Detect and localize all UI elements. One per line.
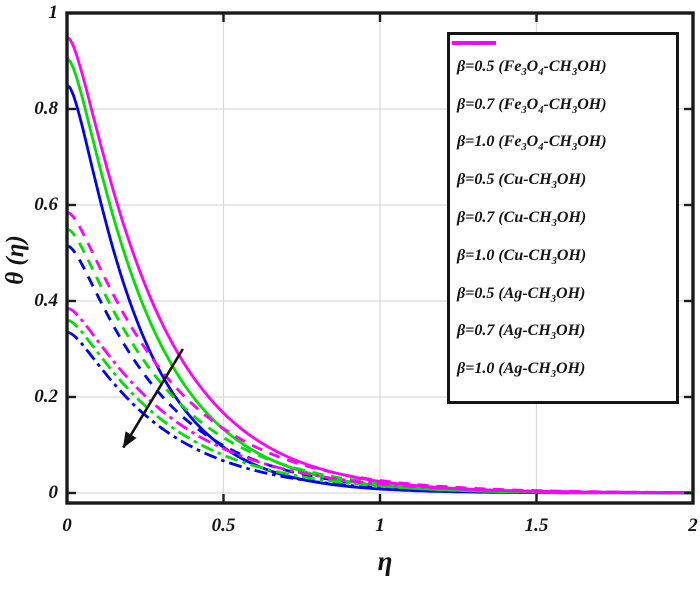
legend-item-cu-beta10: β=1.0 (Cu-CH3OH)	[452, 41, 674, 267]
legend-item-label: β=1.0 (Fe3O4-CH3OH)	[457, 133, 607, 154]
legend-item-cu-beta05: β=0.5 (Cu-CH3OH)	[452, 41, 674, 192]
legend-item-label: β=0.5 (Fe3O4-CH3OH)	[457, 57, 607, 78]
legend-item-fe3o4-beta10: β=1.0 (Fe3O4-CH3OH)	[452, 41, 674, 154]
curve-fe3o4-beta10	[66, 330, 694, 495]
legend-item-label: β=0.7 (Fe3O4-CH3OH)	[457, 95, 607, 116]
y-axis-label: θ (η)	[2, 235, 29, 285]
legend-item-fe3o4-beta05: β=0.5 (Fe3O4-CH3OH)	[452, 41, 674, 78]
legend-item-fe3o4-beta07: β=0.7 (Fe3O4-CH3OH)	[452, 41, 674, 116]
legend: β=0.5 (Fe3O4-CH3OH) β=0.7 (Fe3O4-CH3OH) β=…	[447, 32, 679, 404]
legend-item-ag-beta10: β=1.0 (Ag-CH3OH)	[452, 41, 674, 381]
x-axis-label: η	[377, 546, 393, 576]
legend-item-ag-beta07: β=0.7 (Ag-CH3OH)	[452, 41, 674, 343]
curve-cu-beta07	[66, 227, 693, 495]
legend-line-icon	[452, 41, 496, 45]
legend-item-ag-beta05: β=0.5 (Ag-CH3OH)	[452, 41, 674, 305]
curve-ag-beta10	[66, 306, 693, 494]
legend-item-label: β=1.0 (Cu-CH3OH)	[457, 246, 587, 267]
legend-item-cu-beta07: β=0.7 (Cu-CH3OH)	[452, 41, 674, 230]
legend-item-label: β=0.5 (Cu-CH3OH)	[457, 171, 587, 192]
legend-item-label: β=0.7 (Ag-CH3OH)	[457, 322, 586, 343]
annotation-arrow	[122, 348, 184, 449]
legend-item-label: β=0.7 (Cu-CH3OH)	[457, 208, 587, 230]
legend-item-label: β=1.0 (Ag-CH3OH)	[457, 360, 586, 381]
legend-item-label: β=0.5 (Ag-CH3OH)	[457, 284, 586, 305]
